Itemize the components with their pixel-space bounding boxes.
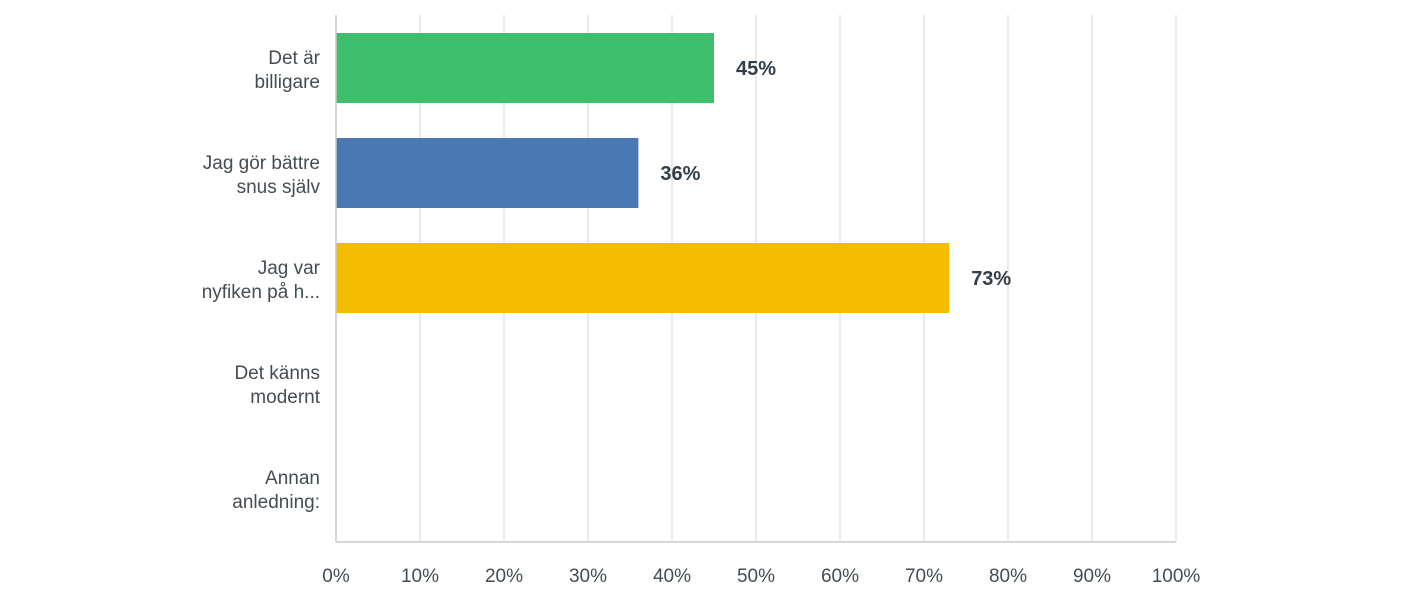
- tick-label: 90%: [1073, 566, 1111, 587]
- tick-label: 50%: [737, 566, 775, 587]
- tick-label: 100%: [1152, 566, 1201, 587]
- value-labels: 45% 36% 73%: [660, 58, 1011, 290]
- tick-label: 30%: [569, 566, 607, 587]
- tick-label: 20%: [485, 566, 523, 587]
- category-label: Det känns modernt: [234, 363, 320, 408]
- tick-label: 60%: [821, 566, 859, 587]
- tick-label: 80%: [989, 566, 1027, 587]
- category-label: Jag var nyfiken på h...: [202, 258, 321, 303]
- value-label: 45%: [736, 58, 776, 80]
- category-labels: Det är billigare Jag gör bättre snus själv J…: [202, 48, 321, 513]
- tick-label: 0%: [322, 566, 350, 587]
- category-label: Jag gör bättre snus själv: [203, 153, 321, 198]
- tick-labels: 0% 10% 20% 30% 40% 50% 60% 70% 80% 90% 100%: [322, 566, 1200, 587]
- tick-label: 40%: [653, 566, 691, 587]
- tick-label: 10%: [401, 566, 439, 587]
- category-label: Annan anledning:: [232, 468, 320, 513]
- tick-label: 70%: [905, 566, 943, 587]
- bar: [336, 138, 639, 208]
- bar: [336, 33, 714, 103]
- value-label: 73%: [971, 268, 1011, 290]
- bar: [336, 243, 950, 313]
- bars: [336, 33, 950, 313]
- value-label: 36%: [660, 163, 700, 185]
- category-label: Det är billigare: [255, 48, 321, 93]
